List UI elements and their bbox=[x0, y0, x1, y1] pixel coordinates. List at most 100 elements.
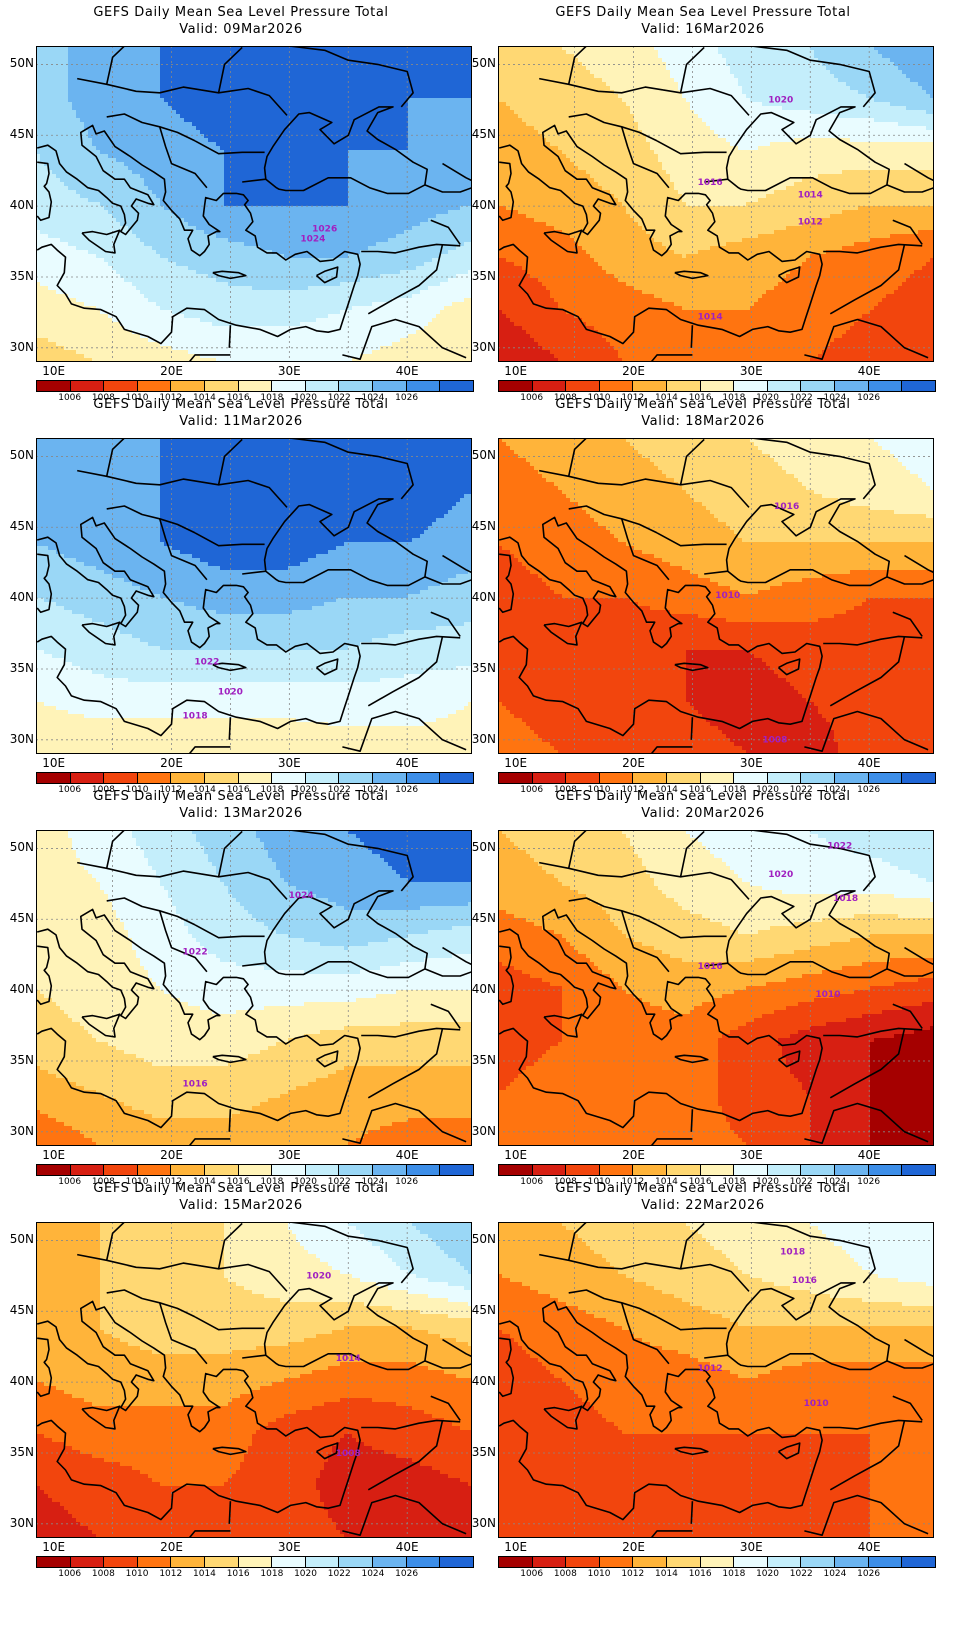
pressure-cell bbox=[88, 154, 93, 159]
pressure-cell bbox=[76, 150, 81, 155]
pressure-cell bbox=[316, 78, 321, 83]
pressure-cell bbox=[408, 194, 413, 199]
pressure-cell bbox=[248, 158, 253, 163]
pressure-cell bbox=[248, 90, 253, 95]
pressure-cell bbox=[372, 130, 377, 135]
pressure-cell bbox=[164, 74, 169, 79]
pressure-cell bbox=[256, 66, 261, 71]
pressure-cell bbox=[204, 162, 209, 167]
pressure-cell bbox=[60, 106, 65, 111]
pressure-cell bbox=[300, 74, 305, 79]
pressure-cell bbox=[136, 66, 141, 71]
pressure-cell bbox=[220, 54, 225, 59]
pressure-cell bbox=[124, 106, 129, 111]
pressure-cell bbox=[372, 98, 377, 103]
pressure-cell bbox=[284, 102, 289, 107]
pressure-cell bbox=[132, 94, 137, 99]
pressure-cell bbox=[160, 170, 165, 175]
pressure-cell bbox=[284, 70, 289, 75]
pressure-cell bbox=[232, 134, 237, 139]
pressure-cell bbox=[56, 110, 61, 115]
pressure-cell bbox=[240, 226, 245, 231]
pressure-cell bbox=[188, 210, 193, 215]
pressure-cell bbox=[252, 190, 257, 195]
pressure-cell bbox=[64, 206, 69, 211]
pressure-cell bbox=[432, 122, 437, 127]
pressure-cell bbox=[412, 218, 417, 223]
pressure-cell bbox=[416, 50, 421, 55]
pressure-cell bbox=[416, 78, 421, 83]
pressure-cell bbox=[124, 226, 129, 231]
pressure-cell bbox=[232, 194, 237, 199]
pressure-cell bbox=[400, 142, 405, 147]
pressure-cell bbox=[452, 138, 457, 143]
pressure-cell bbox=[36, 154, 41, 159]
pressure-cell bbox=[316, 102, 321, 107]
pressure-cell bbox=[104, 66, 109, 71]
pressure-cell bbox=[212, 106, 217, 111]
pressure-cell bbox=[140, 214, 145, 219]
pressure-cell bbox=[120, 90, 125, 95]
pressure-cell bbox=[100, 146, 105, 151]
pressure-cell bbox=[404, 150, 409, 155]
pressure-cell bbox=[96, 106, 101, 111]
pressure-cell bbox=[304, 146, 309, 151]
pressure-cell bbox=[296, 138, 301, 143]
pressure-cell bbox=[52, 206, 57, 211]
pressure-cell bbox=[212, 82, 217, 87]
pressure-cell bbox=[304, 54, 309, 59]
pressure-cell bbox=[68, 86, 73, 91]
pressure-cell bbox=[92, 106, 97, 111]
pressure-cell bbox=[124, 90, 129, 95]
pressure-cell bbox=[444, 86, 449, 91]
pressure-cell bbox=[380, 58, 385, 63]
pressure-cell bbox=[248, 122, 253, 127]
pressure-cell bbox=[96, 98, 101, 103]
pressure-cell bbox=[436, 142, 441, 147]
pressure-cell bbox=[136, 54, 141, 59]
pressure-cell bbox=[72, 170, 77, 175]
pressure-cell bbox=[244, 134, 249, 139]
pressure-cell bbox=[172, 186, 177, 191]
pressure-cell bbox=[148, 150, 153, 155]
pressure-cell bbox=[216, 102, 221, 107]
pressure-cell bbox=[248, 50, 253, 55]
pressure-cell bbox=[352, 74, 357, 79]
pressure-cell bbox=[372, 90, 377, 95]
pressure-cell bbox=[368, 66, 373, 71]
pressure-cell bbox=[380, 186, 385, 191]
pressure-cell bbox=[276, 110, 281, 115]
pressure-cell bbox=[420, 150, 425, 155]
pressure-cell bbox=[212, 186, 217, 191]
pressure-cell bbox=[308, 158, 313, 163]
pressure-cell bbox=[184, 126, 189, 131]
pressure-cell bbox=[388, 74, 393, 79]
pressure-cell bbox=[448, 78, 453, 83]
pressure-cell bbox=[336, 162, 341, 167]
pressure-cell bbox=[276, 170, 281, 175]
pressure-cell bbox=[176, 122, 181, 127]
pressure-cell bbox=[116, 182, 121, 187]
pressure-cell bbox=[312, 58, 317, 63]
pressure-cell bbox=[364, 166, 369, 171]
pressure-cell bbox=[388, 110, 393, 115]
pressure-cell bbox=[316, 190, 321, 195]
pressure-cell bbox=[148, 114, 153, 119]
pressure-cell bbox=[364, 86, 369, 91]
pressure-cell bbox=[192, 154, 197, 159]
pressure-cell bbox=[432, 190, 437, 195]
pressure-cell bbox=[416, 126, 421, 131]
pressure-cell bbox=[412, 134, 417, 139]
pressure-cell bbox=[452, 194, 457, 199]
pressure-cell bbox=[376, 146, 381, 151]
pressure-cell bbox=[208, 102, 213, 107]
pressure-cell bbox=[136, 146, 141, 151]
pressure-cell bbox=[236, 210, 241, 215]
pressure-cell bbox=[304, 86, 309, 91]
pressure-cell bbox=[200, 126, 205, 131]
pressure-cell bbox=[300, 218, 305, 223]
pressure-cell bbox=[240, 154, 245, 159]
pressure-cell bbox=[96, 58, 101, 63]
pressure-cell bbox=[440, 146, 445, 151]
pressure-cell bbox=[172, 170, 177, 175]
